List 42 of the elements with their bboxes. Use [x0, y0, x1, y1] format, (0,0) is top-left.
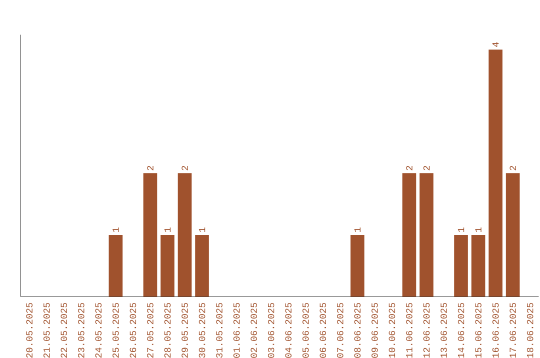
- x-tick-label: 31.05.2025: [216, 302, 222, 358]
- x-tick-label: 01.06.2025: [233, 302, 240, 358]
- x-tick-label: 30.05.2025: [198, 302, 206, 358]
- x-tick-label: 02.06.2025: [250, 302, 257, 358]
- data-label: 4: [492, 42, 499, 47]
- x-tick-label: 12.06.2025: [423, 302, 430, 358]
- x-tick-label: 27.05.2025: [147, 302, 154, 358]
- x-tick-label: 07.06.2025: [337, 302, 344, 358]
- x-tick-label: 10.06.2025: [388, 302, 396, 358]
- data-label: 1: [164, 227, 171, 232]
- x-tick-label: 29.05.2025: [182, 302, 188, 358]
- x-tick-label: 25.05.2025: [112, 302, 119, 358]
- data-label: 1: [198, 227, 206, 232]
- x-tick-label: 26.05.2025: [130, 302, 136, 358]
- data-label: 2: [406, 166, 412, 170]
- data-label: 1: [458, 227, 464, 232]
- x-tick-label: 16.06.2025: [492, 302, 499, 358]
- x-tick-label: 11.06.2025: [406, 302, 412, 358]
- x-tick-label: 18.06.2025: [526, 302, 534, 358]
- x-tick-label: 03.06.2025: [268, 302, 274, 358]
- data-label: 1: [354, 227, 360, 232]
- x-tick-label: 06.06.2025: [320, 302, 326, 358]
- x-tick-label: 04.06.2025: [285, 302, 292, 358]
- x-tick-label: 15.06.2025: [475, 302, 482, 358]
- x-tick-label: 09.06.2025: [372, 302, 378, 358]
- data-label: 2: [510, 166, 516, 170]
- x-tick-label: 17.06.2025: [510, 302, 516, 358]
- x-tick-label: 13.06.2025: [440, 302, 447, 358]
- data-label: 1: [475, 227, 482, 232]
- x-tick-label: 23.05.2025: [78, 302, 84, 358]
- x-tick-label: 24.05.2025: [95, 302, 102, 358]
- data-label: 1: [112, 227, 119, 232]
- data-label: 2: [423, 166, 430, 170]
- data-label: 2: [147, 166, 154, 170]
- x-tick-label: 28.05.2025: [164, 302, 171, 358]
- data-label: 2: [182, 166, 188, 170]
- x-tick-label: 08.06.2025: [354, 302, 361, 358]
- x-tick-label: 05.06.2025: [302, 302, 309, 358]
- x-tick-label: 21.05.2025: [43, 302, 50, 358]
- x-tick-label: 14.06.2025: [458, 302, 464, 358]
- x-tick-label: 20.05.2025: [26, 302, 33, 358]
- x-tick-label: 22.05.2025: [60, 302, 68, 358]
